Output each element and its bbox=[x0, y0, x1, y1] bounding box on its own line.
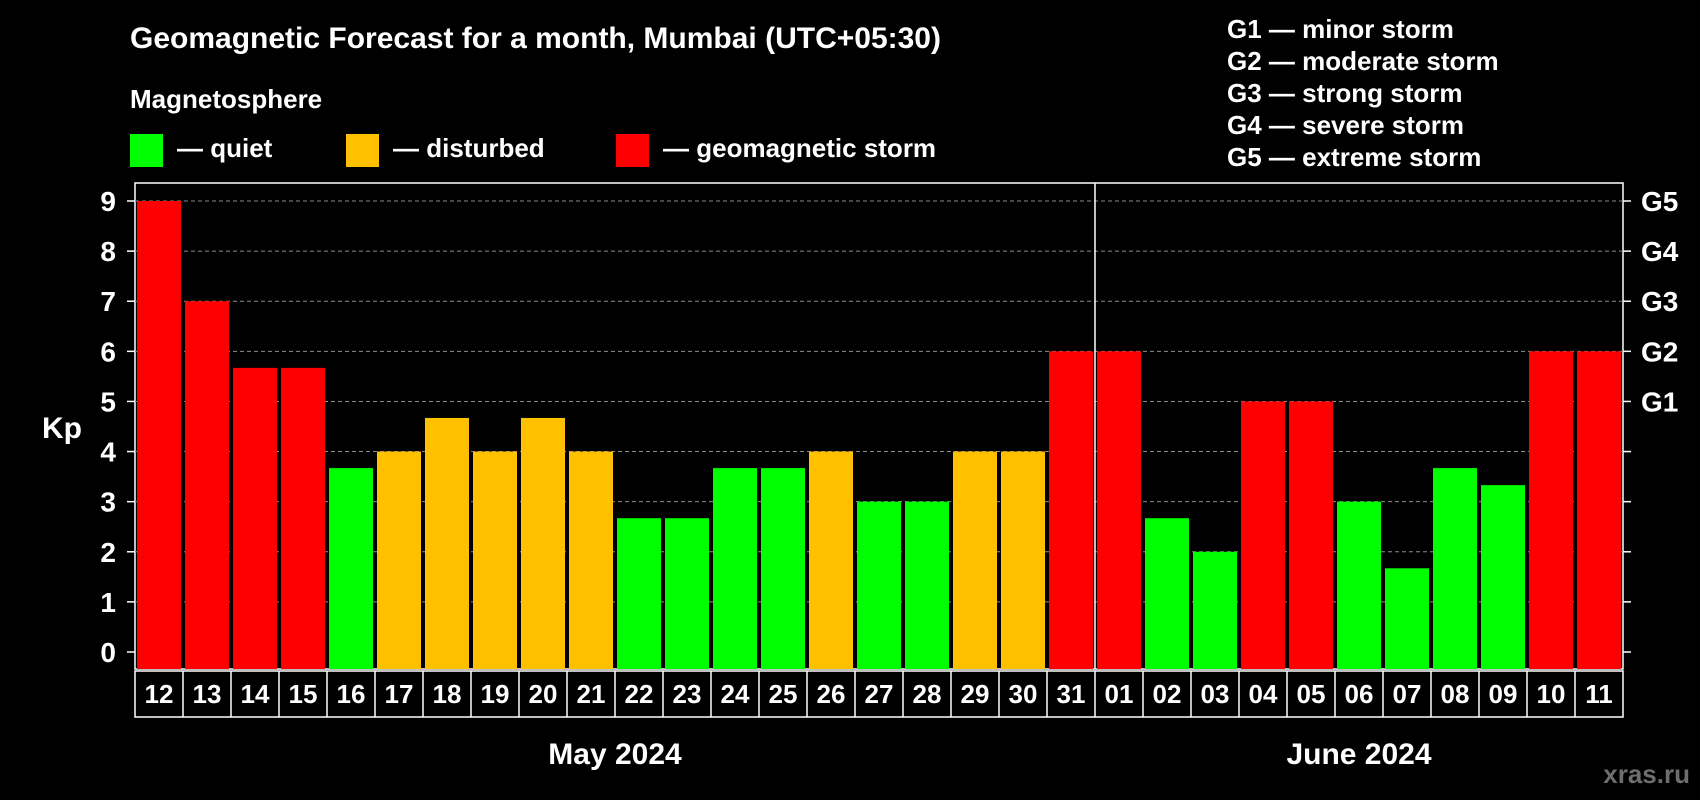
y-tick-label-6: 6 bbox=[100, 336, 116, 367]
day-label-24-12: 24 bbox=[721, 679, 750, 709]
y-tick-label-3: 3 bbox=[100, 487, 116, 518]
day-label-10-29: 10 bbox=[1537, 679, 1566, 709]
legend-label-disturbed: — disturbed bbox=[393, 133, 545, 163]
bar-03-22 bbox=[1193, 551, 1237, 669]
bar-30-18 bbox=[1001, 451, 1045, 669]
day-label-12-0: 12 bbox=[145, 679, 174, 709]
day-label-01-20: 01 bbox=[1105, 679, 1134, 709]
day-label-04-23: 04 bbox=[1249, 679, 1278, 709]
bar-19-7 bbox=[473, 451, 517, 669]
day-labels-frame bbox=[134, 670, 1624, 718]
g-legend-g2: G2 — moderate storm bbox=[1227, 46, 1499, 76]
bar-05-24 bbox=[1289, 401, 1333, 669]
legend-swatch-geomagnetic-storm bbox=[616, 134, 649, 167]
g-legend-g5: G5 — extreme storm bbox=[1227, 142, 1481, 172]
day-label-27-15: 27 bbox=[865, 679, 894, 709]
y-tick-label-4: 4 bbox=[100, 437, 116, 468]
bar-20-8 bbox=[521, 417, 565, 669]
bar-21-9 bbox=[569, 451, 613, 669]
bar-26-14 bbox=[809, 451, 853, 669]
bar-08-27 bbox=[1433, 468, 1477, 669]
bar-17-5 bbox=[377, 451, 421, 669]
bar-27-15 bbox=[857, 501, 901, 669]
bar-16-4 bbox=[329, 468, 373, 669]
day-label-29-17: 29 bbox=[961, 679, 990, 709]
right-axis-label-g3: G3 bbox=[1641, 286, 1678, 317]
bar-29-17 bbox=[953, 451, 997, 669]
bar-31-19 bbox=[1049, 351, 1093, 669]
bar-06-25 bbox=[1337, 501, 1381, 669]
bar-10-29 bbox=[1529, 351, 1573, 669]
day-label-16-4: 16 bbox=[337, 679, 366, 709]
bar-15-3 bbox=[281, 367, 325, 669]
chart-title: Geomagnetic Forecast for a month, Mumbai… bbox=[130, 22, 941, 55]
month-label-0: May 2024 bbox=[548, 738, 682, 771]
legend-label-quiet: — quiet bbox=[177, 133, 273, 163]
right-axis-label-g5: G5 bbox=[1641, 186, 1678, 217]
bar-18-6 bbox=[425, 417, 469, 669]
color-legend: — quiet — disturbed — geomagnetic storm bbox=[130, 133, 936, 167]
right-axis-label-g1: G1 bbox=[1641, 386, 1678, 417]
bar-02-21 bbox=[1145, 518, 1189, 669]
bar-14-2 bbox=[233, 367, 277, 669]
right-axis-label-g4: G4 bbox=[1641, 236, 1679, 267]
right-axis-label-g2: G2 bbox=[1641, 336, 1678, 367]
day-label-28-16: 28 bbox=[913, 679, 942, 709]
day-label-13-1: 13 bbox=[193, 679, 222, 709]
legend-swatch-quiet bbox=[130, 134, 163, 167]
bar-13-1 bbox=[185, 301, 229, 669]
day-label-19-7: 19 bbox=[481, 679, 510, 709]
day-label-03-22: 03 bbox=[1201, 679, 1230, 709]
bar-01-20 bbox=[1097, 351, 1141, 669]
y-tick-label-0: 0 bbox=[100, 637, 116, 668]
day-label-21-9: 21 bbox=[577, 679, 606, 709]
day-label-05-24: 05 bbox=[1297, 679, 1326, 709]
bar-22-10 bbox=[617, 518, 661, 669]
bar-11-30 bbox=[1577, 351, 1621, 669]
day-label-09-28: 09 bbox=[1489, 679, 1518, 709]
day-label-07-26: 07 bbox=[1393, 679, 1422, 709]
bar-04-23 bbox=[1241, 401, 1285, 669]
chart-subtitle: Magnetosphere bbox=[130, 84, 322, 114]
day-label-08-27: 08 bbox=[1441, 679, 1470, 709]
day-label-14-2: 14 bbox=[241, 679, 270, 709]
g-legend-g4: G4 — severe storm bbox=[1227, 110, 1464, 140]
y-tick-label-2: 2 bbox=[100, 537, 116, 568]
day-label-25-13: 25 bbox=[769, 679, 798, 709]
day-label-15-3: 15 bbox=[289, 679, 318, 709]
bar-07-26 bbox=[1385, 568, 1429, 669]
legend-swatch-disturbed bbox=[346, 134, 379, 167]
y-tick-label-9: 9 bbox=[100, 186, 116, 217]
g-legend-g3: G3 — strong storm bbox=[1227, 78, 1462, 108]
y-tick-label-1: 1 bbox=[100, 587, 116, 618]
day-label-06-25: 06 bbox=[1345, 679, 1374, 709]
day-label-02-21: 02 bbox=[1153, 679, 1182, 709]
g-scale-legend: G1 — minor storm G2 — moderate storm G3 … bbox=[1227, 14, 1499, 172]
bar-24-12 bbox=[713, 468, 757, 669]
y-axis-label: Kp bbox=[42, 412, 82, 445]
y-tick-label-5: 5 bbox=[100, 386, 116, 417]
watermark: xras.ru bbox=[1603, 759, 1690, 789]
day-label-26-14: 26 bbox=[817, 679, 846, 709]
bar-28-16 bbox=[905, 501, 949, 669]
day-label-20-8: 20 bbox=[529, 679, 558, 709]
day-label-11-30: 11 bbox=[1585, 679, 1613, 709]
bar-09-28 bbox=[1481, 485, 1525, 669]
y-tick-label-8: 8 bbox=[100, 236, 116, 267]
g-legend-g1: G1 — minor storm bbox=[1227, 14, 1454, 44]
day-label-30-18: 30 bbox=[1009, 679, 1038, 709]
y-tick-label-7: 7 bbox=[100, 286, 116, 317]
bar-25-13 bbox=[761, 468, 805, 669]
day-label-17-5: 17 bbox=[385, 679, 414, 709]
day-label-31-19: 31 bbox=[1057, 679, 1086, 709]
day-label-18-6: 18 bbox=[433, 679, 462, 709]
day-label-22-10: 22 bbox=[625, 679, 654, 709]
bar-12-0 bbox=[137, 201, 181, 669]
bar-23-11 bbox=[665, 518, 709, 669]
day-label-23-11: 23 bbox=[673, 679, 702, 709]
month-label-1: June 2024 bbox=[1286, 738, 1431, 771]
legend-label-geomagnetic-storm: — geomagnetic storm bbox=[663, 133, 936, 163]
